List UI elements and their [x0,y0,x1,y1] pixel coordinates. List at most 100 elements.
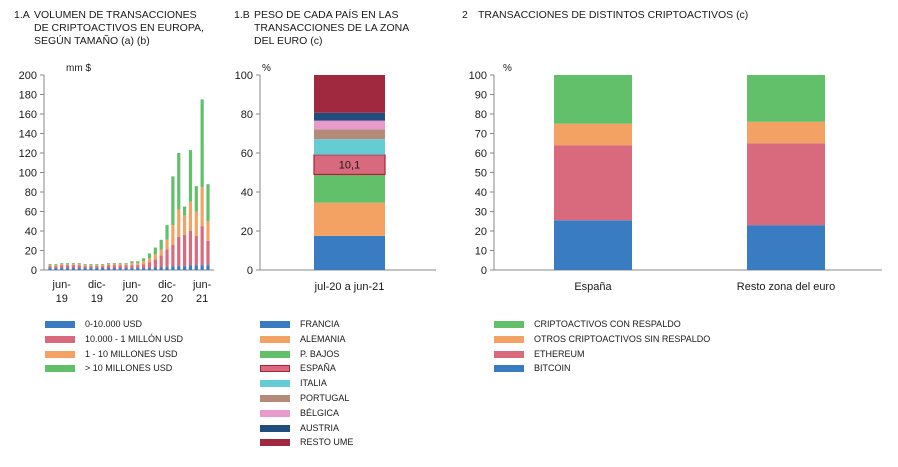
c2-y-tick-label: 0 [247,265,253,277]
c1-bar-segment [177,236,181,267]
c1-bar-segment [118,265,122,269]
c1-bar-segment [153,259,157,268]
c2-legend-label: AUSTRIA [300,422,340,433]
c1-bar-segment [171,176,175,226]
c1-bar-segment [159,255,163,268]
c3-y-tick-label: 10 [475,246,487,258]
c1-x-tick-label: jun- [122,279,142,291]
c2-bar-segment [314,202,385,236]
c1-bar-segment [153,267,157,270]
c1-bar-segment [48,265,52,267]
c1-y-tick-label: 20 [25,246,37,258]
c1-bar-segment [124,265,128,269]
c1-legend-swatch [45,365,75,373]
c1-x-tick-label: 20 [126,293,138,305]
c1-bar-segment [165,225,169,240]
c1-bar-segment [112,264,116,266]
c1-bar-segment [65,268,70,270]
c1-bar-segment [142,261,146,265]
c2-y-tick-label: 40 [241,187,253,199]
c1-legend-swatch [45,335,75,343]
c1-bar-segment [60,264,64,266]
c2-bar-segment [314,174,385,203]
c2-legend-label: ALEMANIA [300,333,346,344]
c1-y-tick-label: 120 [19,148,37,160]
c1-x-tick-label: dic- [88,279,106,291]
c1-bar-segment [159,239,163,250]
c3-bar-segment [554,220,632,270]
c3-y-tick-label: 30 [475,207,487,219]
c3-y-tick-label: 90 [475,90,487,102]
c1-bar-segment [101,266,105,269]
c1-bar-segment [54,265,58,267]
c1-bar-segment [89,265,93,267]
c1-bar-segment [194,265,198,270]
c3-bar-segment [554,123,632,146]
c1-legend-label: > 10 MILLONES USD [85,363,173,374]
c1-bar-segment [106,264,111,266]
c1-y-tick-label: 160 [19,109,37,121]
c1-bar-segment [194,211,198,236]
c1-bar-segment [188,150,193,202]
c1-bar-segment [165,239,169,250]
c3-bar-segment [554,145,632,221]
c1-bar-segment [142,258,146,262]
c1-bar-segment [165,267,169,270]
c1-x-tick-label: 20 [161,293,173,305]
panel-1a-title-text: VOLUMEN DE TRANSACCIONES DE CRIPTOACTIVO… [34,9,204,47]
c1-bar-segment [106,263,111,265]
c1-bar-segment [177,209,181,237]
c1-bar-segment [83,268,87,270]
c1-y-tick-label: 140 [19,129,37,141]
c3-unit-label: % [503,63,512,74]
c2-legend-swatch [260,409,290,417]
c2-legend-swatch [260,365,290,373]
c1-bar-segment [206,184,210,222]
c1-bar-segment [200,99,204,188]
c1-bar-segment [136,261,140,264]
c2-bar-segment [314,235,385,270]
c1-bar-segment [54,266,58,269]
c2-legend-swatch [260,321,290,328]
c1-bar-segment [71,268,76,270]
c1-bar-segment [136,268,140,270]
c1-bar-segment [101,268,105,270]
c1-bar-segment [182,266,187,270]
c1-bar-segment [194,235,198,266]
panel-1b-number: 1.B [234,9,250,21]
c1-bar-segment [188,201,193,231]
c1-bar-segment [95,265,99,267]
c3-y-tick-label: 70 [475,129,487,141]
c1-bar-segment [136,263,140,266]
c1-bar-segment [60,265,64,269]
c1-bar-segment [106,265,111,269]
c1-bar-segment [188,265,193,270]
c1-y-tick-label: 100 [19,168,37,180]
c1-bar-segment [71,263,76,265]
c1-bar-segment [147,253,152,259]
c1-unit-label: mm $ [66,63,91,74]
c1-legend-label: 10.000 - 1 MILLÓN USD [85,333,184,344]
c1-bar-segment [95,266,99,269]
c1-y-tick-label: 80 [25,187,37,199]
c1-bar-segment [153,254,157,260]
c3-y-tick-label: 100 [469,70,487,82]
c1-bar-segment [95,268,99,270]
c1-bar-segment [89,268,93,270]
c2-legend-label: ESPAÑA [300,363,336,374]
c2-y-tick-label: 80 [241,109,253,121]
c2-legend-swatch [260,424,290,432]
c1-y-tick-label: 180 [19,90,37,102]
c3-legend-label: CRIPTOACTIVOS CON RESPALDO [534,319,681,329]
c1-x-tick-label: dic- [158,279,176,291]
c1-bar-segment [147,258,152,263]
c1-bar-segment [118,264,122,266]
c3-legend-label: OTROS CRIPTOACTIVOS SIN RESPALDO [534,333,711,344]
c1-bar-segment [182,234,187,267]
c1-bar-segment [60,263,64,265]
chart-2-crypto-types: 0 10 20 30 40 50 60 70 80 90 100% España Resto zona … [469,63,882,293]
c2-bar-segment [314,129,385,140]
c1-bar-segment [142,264,146,269]
c1-bar-segment [124,263,128,265]
